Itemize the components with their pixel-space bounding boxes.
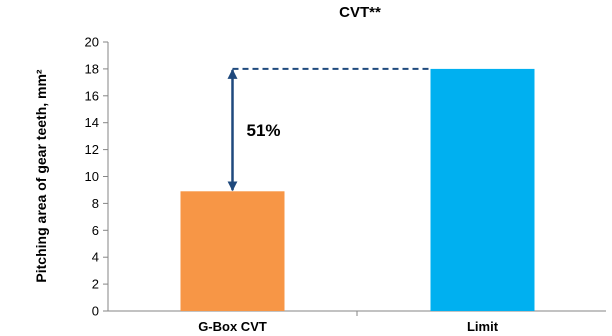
bar-limit [430, 68, 535, 312]
y-tick-label: 8 [92, 196, 99, 211]
y-tick-label: 6 [92, 223, 99, 238]
category-label: G-Box CVT [198, 319, 267, 334]
difference-annotation: 51% [227, 67, 431, 192]
bar-g-box-cvt [180, 191, 285, 311]
y-tick-label: 16 [85, 88, 99, 103]
chart-title: CVT** [339, 4, 381, 21]
y-axis-ticks: 0 2 4 6 8 10 12 14 16 18 20 [85, 35, 108, 319]
difference-label: 51% [247, 121, 281, 140]
y-axis-label: Pitching area of gear teeth, mm² [33, 69, 49, 282]
category-label: Limit [467, 319, 499, 334]
y-tick-label: 0 [92, 304, 99, 319]
y-tick-label: 12 [85, 142, 99, 157]
y-tick-label: 20 [85, 35, 99, 50]
category-labels: G-Box CVT Limit [198, 311, 499, 334]
y-tick-label: 14 [85, 115, 99, 130]
y-tick-label: 18 [85, 61, 99, 76]
bars [180, 68, 535, 312]
y-tick-label: 4 [92, 250, 99, 265]
y-tick-label: 10 [85, 169, 99, 184]
y-tick-label: 2 [92, 277, 99, 292]
